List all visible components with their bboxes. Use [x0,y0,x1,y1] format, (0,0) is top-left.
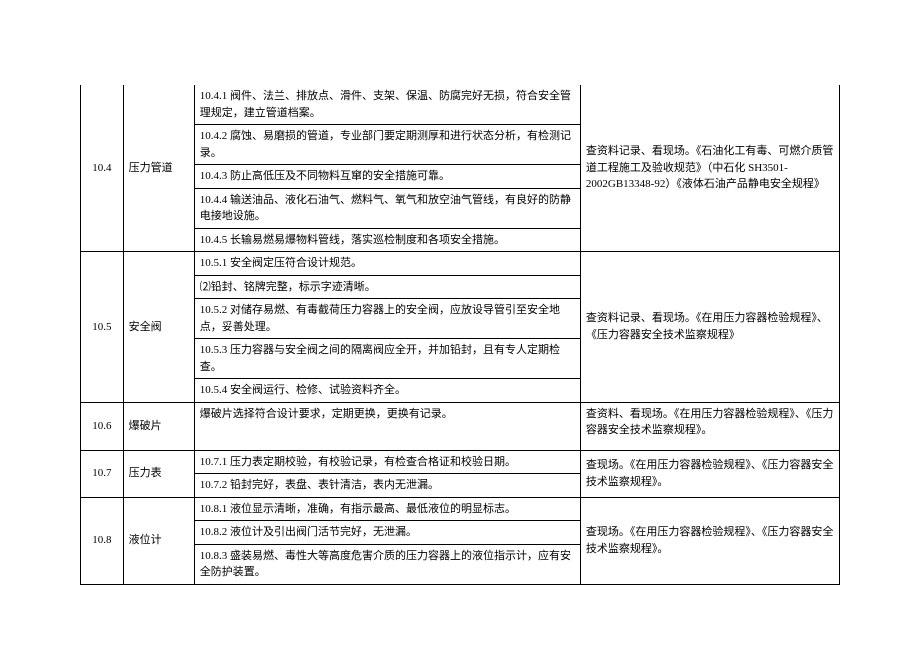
section-number: 10.4 [81,85,124,252]
section-name: 液位计 [123,497,194,584]
item-description: 10.4.3 防止高低压及不同物料互窜的安全措施可靠。 [194,165,580,189]
section-number: 10.5 [81,252,124,403]
item-description: 10.8.1 液位显示清晰，准确，有指示最高、最低液位的明显标志。 [194,497,580,521]
section-number: 10.6 [81,402,124,450]
section-name: 压力管道 [123,85,194,252]
table-row: 10.7压力表10.7.1 压力表定期校验，有校验记录，有检查合格证和校验日期。… [81,450,840,474]
item-description: 10.4.5 长输易燃易爆物料管线，落实巡检制度和各项安全措施。 [194,228,580,252]
section-number: 10.7 [81,450,124,497]
item-description: 10.4.1 阀件、法兰、排放点、滑件、支架、保温、防腐完好无损，符合安全管理规… [194,85,580,125]
item-description: 10.4.4 输送油品、液化石油气、燃料气、氧气和放空油气管线，有良好的防静电接… [194,188,580,228]
item-description: 10.7.2 铅封完好，表盘、表针清洁，表内无泄漏。 [194,474,580,498]
item-description: ⑵铅封、铭牌完整，标示字迹清晰。 [194,275,580,299]
table-row: 10.8液位计10.8.1 液位显示清晰，准确，有指示最高、最低液位的明显标志。… [81,497,840,521]
section-reference: 查资料、看现场。《在用压力容器检验规程》、《压力容器安全技术监察规程》。 [580,402,839,450]
item-description: 10.5.1 安全阀定压符合设计规范。 [194,252,580,276]
item-description: 10.5.2 对储存易燃、有毒截荷压力容器上的安全阀，应放设导管引至安全地点，妥… [194,299,580,339]
section-name: 压力表 [123,450,194,497]
table-row: 10.5安全阀10.5.1 安全阀定压符合设计规范。查资料记录、看现场。《在用压… [81,252,840,276]
item-description: 爆破片选择符合设计要求，定期更换，更换有记录。 [194,402,580,450]
item-description: 10.5.3 压力容器与安全阀之间的隔离阀应全开，并加铅封，且有专人定期检查。 [194,339,580,379]
item-description: 10.8.3 盛装易燃、毒性大等高度危害介质的压力容器上的液位指示计，应有安全防… [194,544,580,584]
section-reference: 查现场。《在用压力容器检验规程》、《压力容器安全技术监察规程》。 [580,450,839,497]
regulation-table: 10.4压力管道10.4.1 阀件、法兰、排放点、滑件、支架、保温、防腐完好无损… [80,85,840,585]
section-reference: 查资料记录、看现场。《石油化工有毒、可燃介质管道工程施工及验收规范》（中石化 S… [580,85,839,252]
table-row: 10.6爆破片爆破片选择符合设计要求，定期更换，更换有记录。查资料、看现场。《在… [81,402,840,450]
item-description: 10.8.2 液位计及引出阀门活节完好，无泄漏。 [194,521,580,545]
item-description: 10.4.2 腐蚀、易磨损的管道，专业部门要定期测厚和进行状态分析，有检测记录。 [194,125,580,165]
section-reference: 查资料记录、看现场。《在用压力容器检验规程》、《压力容器安全技术监察规程》 [580,252,839,403]
section-reference: 查现场。《在用压力容器检验规程》、《压力容器安全技术监察规程》。 [580,497,839,584]
item-description: 10.5.4 安全阀运行、检修、试验资料齐全。 [194,379,580,403]
table-row: 10.4压力管道10.4.1 阀件、法兰、排放点、滑件、支架、保温、防腐完好无损… [81,85,840,125]
item-description: 10.7.1 压力表定期校验，有校验记录，有检查合格证和校验日期。 [194,450,580,474]
section-name: 爆破片 [123,402,194,450]
section-name: 安全阀 [123,252,194,403]
section-number: 10.8 [81,497,124,584]
